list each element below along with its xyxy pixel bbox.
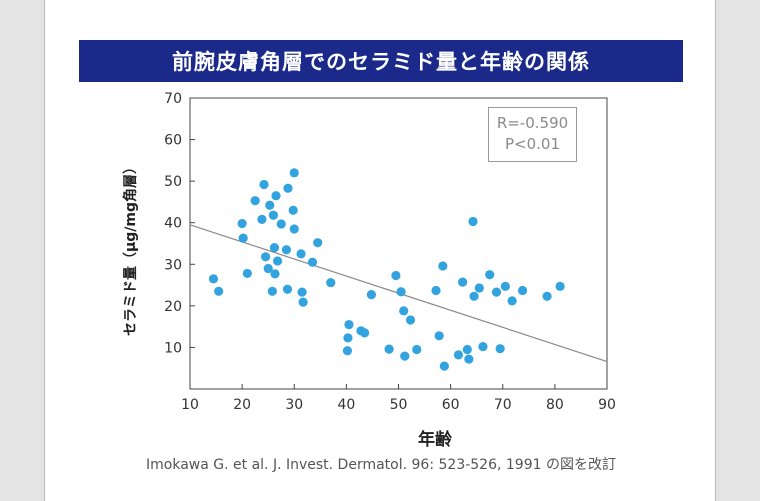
- data-point: [344, 319, 354, 330]
- data-point: [276, 219, 286, 229]
- y-axis-label: セラミド量（μg/mg角層）: [123, 159, 139, 337]
- data-point: [507, 296, 517, 306]
- citation-text: Imokawa G. et al. J. Invest. Dermatol. 9…: [146, 457, 616, 473]
- x-tick-label: 10: [181, 397, 199, 413]
- data-point: [500, 281, 510, 291]
- data-point: [288, 205, 298, 215]
- data-point: [468, 216, 478, 227]
- data-point: [297, 287, 307, 297]
- x-tick-label: 70: [494, 397, 512, 413]
- data-point: [307, 257, 318, 267]
- data-point: [434, 331, 444, 341]
- data-point: [298, 297, 308, 307]
- figure-card: 前腕皮膚角層でのセラミド量と年齢の関係 10 20 30 40 50 60 70 80 90 10…: [44, 0, 716, 501]
- data-point: [469, 291, 479, 301]
- x-tick-label: 40: [337, 397, 355, 413]
- data-point: [259, 179, 269, 190]
- data-point: [453, 350, 464, 360]
- data-point: [271, 191, 281, 201]
- y-tick-label: 10: [164, 340, 182, 356]
- data-point: [326, 277, 336, 288]
- data-point: [555, 281, 565, 291]
- data-point: [283, 183, 293, 193]
- data-point: [272, 256, 283, 266]
- x-axis-label: 年齢: [418, 430, 452, 450]
- data-point: [267, 286, 277, 296]
- data-point: [260, 252, 271, 262]
- data-point: [289, 168, 299, 178]
- data-point: [474, 283, 484, 293]
- correlation-r-value: R=-0.590: [496, 114, 569, 132]
- y-tick-label: 50: [164, 174, 182, 190]
- data-point: [360, 328, 370, 338]
- data-point: [281, 245, 292, 255]
- data-point: [289, 224, 299, 234]
- data-point: [412, 344, 422, 355]
- y-tick-label: 60: [164, 133, 182, 149]
- data-point: [242, 268, 252, 279]
- data-point: [268, 210, 278, 220]
- data-point: [265, 200, 275, 210]
- data-point: [439, 361, 449, 371]
- data-point: [478, 341, 488, 352]
- data-point: [238, 233, 248, 243]
- data-point: [396, 287, 406, 297]
- x-tick-label: 20: [233, 397, 251, 413]
- data-point: [431, 285, 441, 296]
- data-point: [458, 277, 468, 287]
- data-point: [342, 346, 353, 356]
- data-point: [391, 270, 401, 281]
- data-point: [214, 286, 224, 296]
- data-point: [495, 344, 505, 354]
- data-point: [269, 243, 280, 253]
- data-point: [400, 351, 410, 361]
- data-point: [438, 261, 448, 271]
- data-point: [250, 196, 260, 206]
- data-point: [257, 214, 267, 224]
- data-point: [296, 249, 306, 259]
- data-point: [208, 274, 219, 284]
- data-point: [313, 238, 323, 248]
- x-tick-label: 90: [598, 397, 616, 413]
- x-tick-label: 50: [390, 397, 408, 413]
- correlation-p-value: P<0.01: [504, 135, 560, 153]
- y-tick-label: 40: [164, 216, 182, 232]
- data-point: [263, 263, 273, 274]
- data-point: [384, 344, 394, 354]
- data-point: [464, 354, 474, 364]
- data-point: [485, 270, 495, 280]
- data-point: [237, 218, 247, 229]
- data-point: [399, 306, 409, 316]
- y-tick-label: 20: [164, 299, 182, 315]
- x-tick-label: 60: [442, 397, 460, 413]
- scatter-chart: 10 20 30 40 50 60 70 80 90 10 20 30 40 50 60 70: [164, 91, 616, 413]
- data-point: [462, 344, 472, 355]
- data-point: [282, 284, 293, 294]
- x-tick-label: 30: [285, 397, 303, 413]
- data-point: [491, 287, 502, 297]
- y-tick-label: 30: [164, 257, 182, 273]
- correlation-stats-box: R=-0.590 P<0.01: [488, 107, 577, 162]
- chart-title: 前腕皮膚角層でのセラミド量と年齢の関係: [79, 40, 683, 82]
- data-point: [542, 291, 552, 301]
- data-point: [517, 285, 528, 296]
- x-tick-label: 80: [546, 397, 564, 413]
- data-point: [343, 333, 353, 343]
- y-tick-label: 70: [164, 91, 182, 107]
- data-point: [366, 290, 376, 300]
- data-point: [270, 269, 280, 279]
- data-point: [405, 315, 416, 325]
